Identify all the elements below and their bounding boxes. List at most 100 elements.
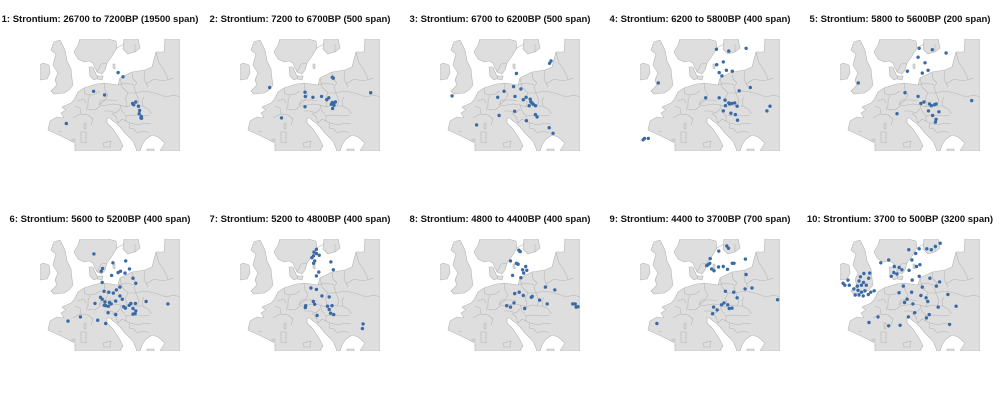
sample-point bbox=[857, 279, 861, 283]
sample-point bbox=[926, 109, 931, 113]
sample-point bbox=[944, 51, 948, 55]
sample-point bbox=[724, 68, 729, 72]
sample-point bbox=[303, 305, 307, 310]
sample-point bbox=[332, 312, 336, 317]
sample-point bbox=[114, 288, 119, 292]
sample-point bbox=[91, 89, 96, 93]
sample-point bbox=[710, 312, 715, 316]
sample-point bbox=[104, 304, 108, 308]
sample-point bbox=[906, 315, 911, 319]
sample-point bbox=[862, 271, 866, 276]
sample-point bbox=[920, 71, 924, 75]
sample-point bbox=[727, 49, 731, 53]
sample-point bbox=[327, 307, 331, 312]
europe-basemap bbox=[840, 239, 980, 351]
sample-point bbox=[319, 94, 324, 99]
map-panel-4: 4: Strontium: 6200 to 5800BP (400 span) bbox=[600, 0, 800, 200]
sample-point bbox=[859, 290, 864, 294]
sample-point bbox=[717, 249, 721, 253]
sample-point bbox=[909, 290, 914, 294]
sample-point bbox=[723, 98, 727, 102]
sample-point bbox=[910, 278, 914, 282]
europe-basemap bbox=[440, 239, 580, 351]
sample-point bbox=[714, 47, 719, 51]
sample-point bbox=[314, 251, 319, 256]
sample-point bbox=[523, 306, 527, 311]
sample-point bbox=[876, 315, 880, 319]
sample-point bbox=[775, 298, 780, 302]
sample-point bbox=[131, 312, 135, 316]
sample-point bbox=[711, 305, 716, 309]
sample-point bbox=[543, 285, 548, 289]
sample-point bbox=[735, 118, 740, 122]
sample-point bbox=[768, 104, 772, 108]
sample-point bbox=[131, 276, 135, 280]
sample-point bbox=[725, 267, 730, 271]
sample-point bbox=[934, 284, 939, 288]
europe-basemap bbox=[440, 39, 580, 151]
sample-point bbox=[496, 95, 500, 99]
sample-point bbox=[325, 98, 329, 102]
sample-point bbox=[856, 81, 860, 85]
sample-point bbox=[914, 251, 918, 256]
sample-point bbox=[120, 297, 125, 301]
sample-point bbox=[930, 113, 935, 118]
sample-point bbox=[331, 76, 335, 80]
sample-point bbox=[529, 295, 533, 299]
sample-point bbox=[748, 85, 752, 90]
sample-point bbox=[129, 301, 133, 306]
europe-basemap bbox=[840, 39, 980, 151]
sample-point bbox=[102, 93, 107, 97]
sample-point bbox=[320, 294, 324, 298]
europe-map bbox=[40, 239, 180, 351]
sample-point bbox=[551, 131, 555, 135]
sample-point bbox=[917, 46, 921, 50]
sample-point bbox=[863, 289, 867, 293]
sample-point bbox=[642, 136, 647, 141]
europe-basemap bbox=[640, 39, 780, 151]
sample-point bbox=[136, 104, 141, 108]
sample-point bbox=[938, 241, 942, 245]
sample-point bbox=[303, 105, 307, 109]
sample-point bbox=[719, 303, 724, 307]
sample-point bbox=[311, 299, 315, 304]
sample-point bbox=[730, 306, 734, 310]
sample-point bbox=[924, 296, 928, 300]
panel-title: 3: Strontium: 6700 to 6200BP (500 span) bbox=[409, 14, 591, 25]
sample-point bbox=[508, 259, 513, 263]
sample-point bbox=[723, 289, 728, 293]
sample-point bbox=[897, 265, 901, 270]
sample-point bbox=[513, 109, 517, 114]
map-panel-1: 1: Strontium: 26700 to 7200BP (19500 spa… bbox=[0, 0, 200, 200]
sample-point bbox=[717, 96, 721, 100]
sample-point bbox=[954, 304, 958, 308]
sample-point bbox=[332, 103, 336, 108]
sample-point bbox=[843, 283, 847, 287]
sample-point bbox=[705, 263, 709, 268]
sample-point bbox=[510, 273, 515, 278]
europe-basemap bbox=[240, 239, 380, 351]
map-svg bbox=[440, 239, 580, 351]
sample-point bbox=[329, 260, 333, 264]
map-panel-2: 2: Strontium: 7200 to 6700BP (500 span) bbox=[200, 0, 400, 200]
map-panel-10: 10: Strontium: 3700 to 500BP (3200 span) bbox=[800, 200, 1000, 400]
europe-map bbox=[640, 39, 780, 151]
sample-point bbox=[919, 101, 923, 106]
sample-point bbox=[920, 285, 924, 289]
sample-point bbox=[505, 304, 509, 308]
sample-point bbox=[917, 247, 921, 251]
sample-point bbox=[970, 98, 974, 103]
sample-point bbox=[96, 318, 100, 322]
sample-point bbox=[114, 312, 118, 317]
sample-point bbox=[729, 111, 733, 115]
sample-point bbox=[901, 284, 905, 288]
map-panel-5: 5: Strontium: 5800 to 5600BP (200 span) bbox=[800, 0, 1000, 200]
sample-point bbox=[735, 296, 739, 300]
sample-point bbox=[333, 100, 338, 104]
sample-point bbox=[519, 276, 523, 280]
sample-point bbox=[765, 109, 769, 113]
sample-point bbox=[892, 264, 896, 269]
panel-title: 2: Strontium: 7200 to 6700BP (500 span) bbox=[209, 14, 391, 25]
sample-point bbox=[721, 60, 725, 64]
sample-point bbox=[712, 269, 716, 273]
